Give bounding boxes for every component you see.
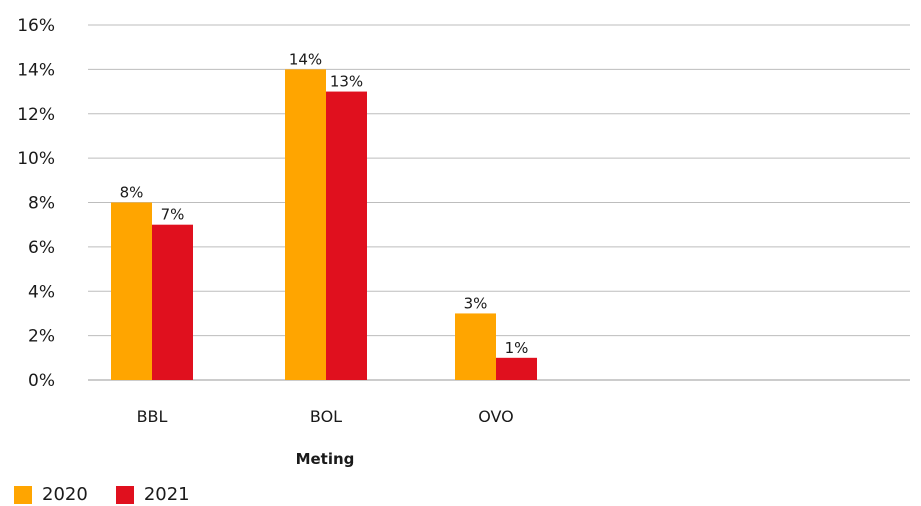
y-axis-tick-labels: 0% 2% 4% 6% 8% 10% 12% 14% 16% [17,16,55,391]
legend-item-2020: 2020 [14,485,88,505]
legend-item-2021: 2021 [115,484,190,505]
bar-bbl-2021 [152,224,193,380]
legend-swatch-2020 [14,486,32,504]
legend-swatch-2021 [115,486,134,504]
data-label-bbl-2021: 7% [161,206,185,224]
x-category-label-bbl: BBL [137,407,168,426]
y-tick-label: 10% [17,149,55,169]
category-labels: BBL BOL OVO [137,407,514,426]
bar-bol-2021 [326,91,367,380]
x-axis-title: Meting [296,450,355,468]
data-label-bbl-2020: 8% [120,184,144,202]
bars [111,69,537,380]
y-tick-label: 12% [17,105,55,125]
data-label-ovo-2021: 1% [505,339,529,357]
y-tick-label: 16% [17,16,55,36]
data-label-ovo-2020: 3% [464,294,488,312]
y-tick-label: 4% [28,282,55,302]
y-tick-label: 8% [28,194,55,214]
legend-label-2020: 2020 [42,484,88,505]
x-category-label-ovo: OVO [478,407,514,426]
data-label-bol-2021: 13% [330,73,363,91]
y-tick-label: 0% [28,371,55,391]
gridlines [88,24,910,381]
data-labels: 8% 7% 14% 13% 3% 1% [120,50,529,356]
bar-bol-2020 [285,69,326,380]
data-label-bol-2020: 14% [289,50,322,68]
y-tick-label: 6% [28,238,55,258]
bar-ovo-2020 [455,313,496,380]
bar-bbl-2020 [111,202,152,380]
legend: 2020 2021 [14,485,190,505]
legend-label-2021: 2021 [143,484,190,505]
y-tick-label: 2% [28,327,55,347]
bar-ovo-2021 [496,357,537,380]
y-tick-label: 14% [17,60,55,80]
x-category-label-bol: BOL [310,407,342,426]
